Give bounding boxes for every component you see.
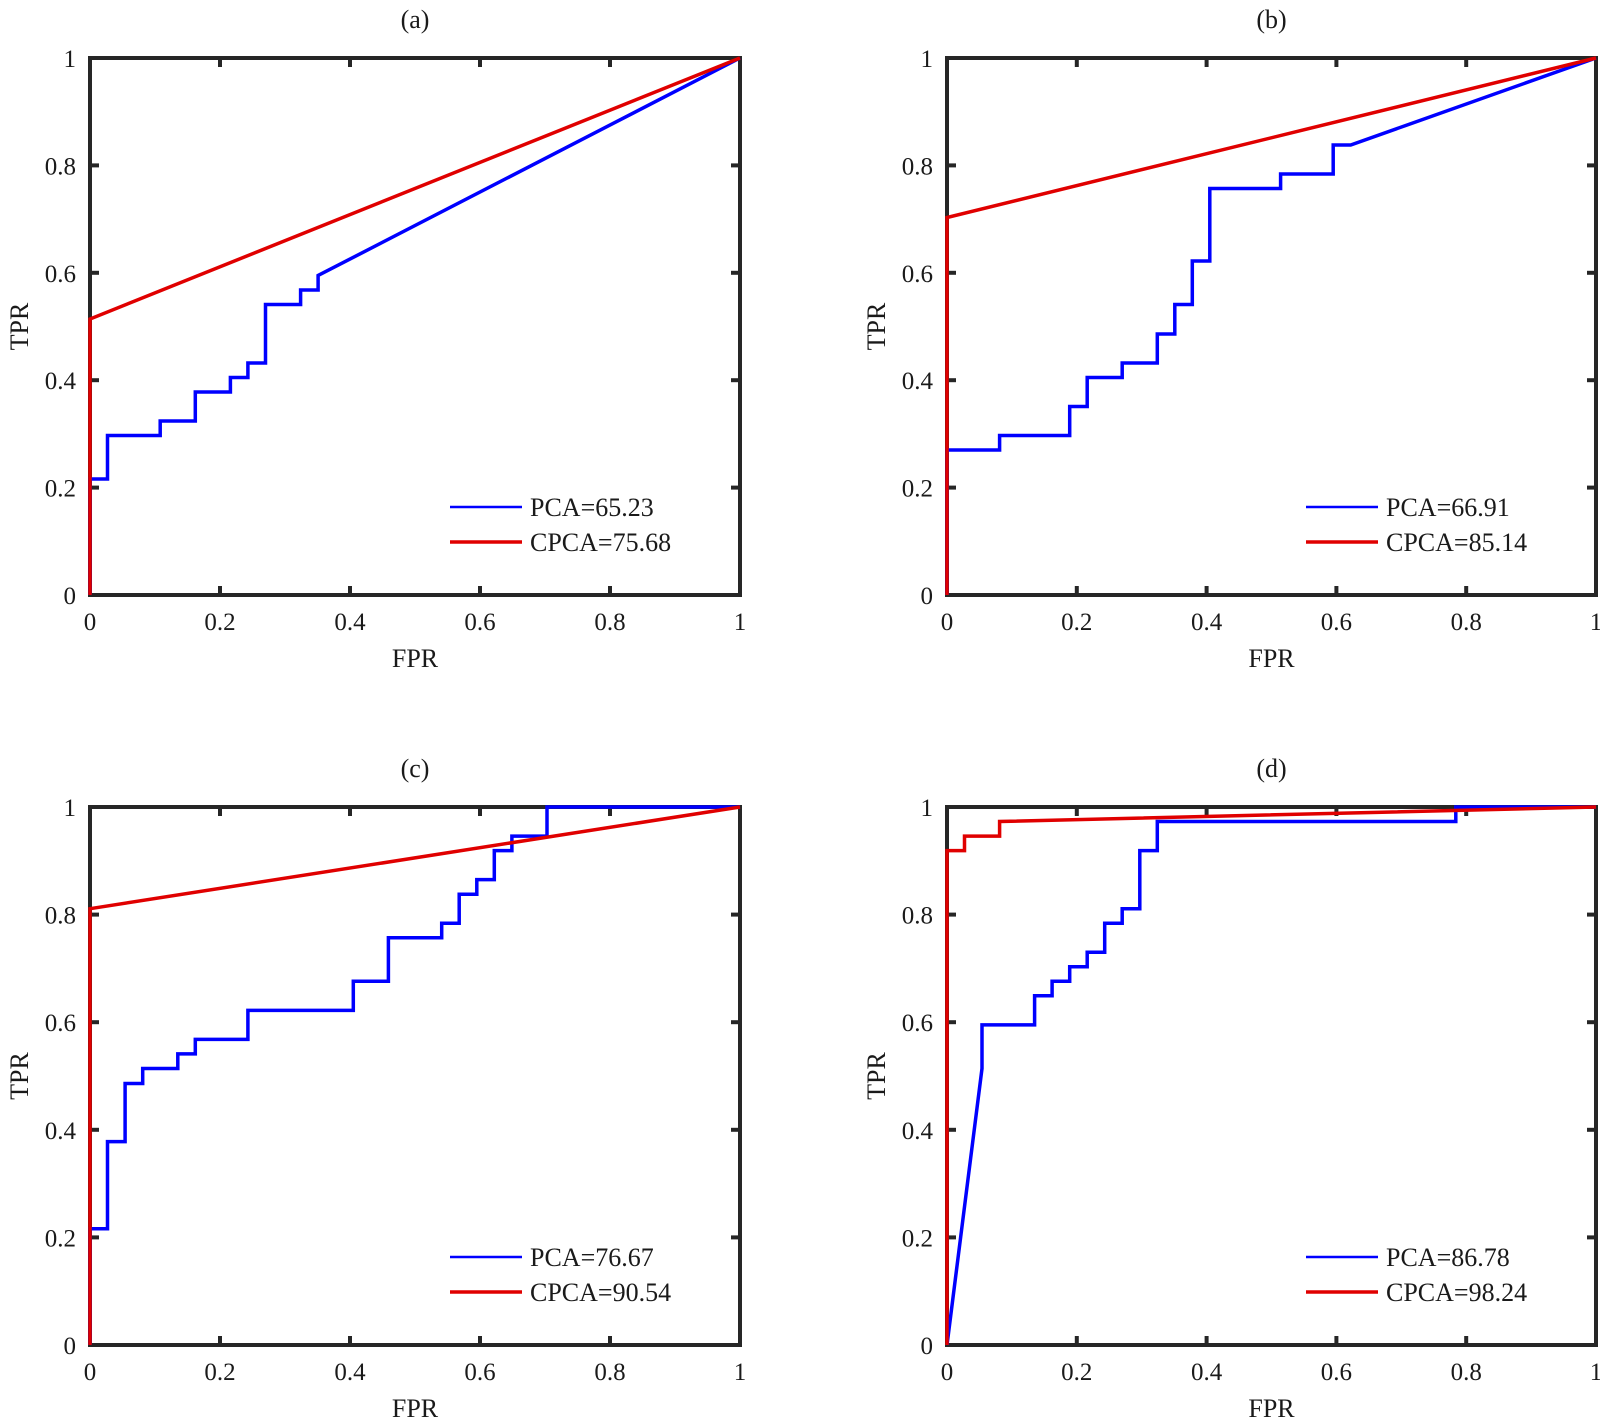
- y-tick-label: 0.6: [902, 261, 933, 288]
- y-tick-label: 0.8: [45, 153, 76, 180]
- x-tick-label: 0: [941, 1359, 954, 1386]
- x-tick-label: 0.6: [464, 1359, 495, 1386]
- roc-curve-cpca: [88, 805, 741, 1345]
- y-tick-label: 0.6: [45, 1010, 76, 1037]
- x-tick-label: 0.8: [1451, 1359, 1482, 1386]
- y-tick-label: 0: [64, 1333, 77, 1360]
- roc-curve-cpca: [88, 56, 741, 595]
- roc-curve-pca: [945, 805, 1596, 1346]
- x-tick-label: 1: [734, 609, 747, 636]
- x-tick-label: 0.4: [334, 1359, 366, 1386]
- legend-label-pca: PCA=66.91: [1386, 493, 1510, 522]
- legend: PCA=76.67 CPCA=90.54: [450, 1243, 671, 1307]
- y-tick-label: 0.6: [902, 1010, 933, 1037]
- x-tick-label: 0: [84, 609, 97, 636]
- roc-panel-a: (a) 0 0.2 0.4 0.6 0.8 1 0 0.2 0.4 0.6 0.8 1 FPR TPR PCA…: [5, 5, 746, 673]
- y-tick-label: 0.4: [45, 1118, 77, 1145]
- roc-panel-b: (b) 0 0.2 0.4 0.6 0.8 1 0 0.2 0.4 0.6 0.8 1 FPR TPR PCA…: [862, 5, 1600, 673]
- panel-title: (a): [401, 5, 430, 34]
- x-tick-label: 1: [1590, 1359, 1600, 1386]
- x-tick-label: 0: [84, 1359, 97, 1386]
- x-tick-label: 0.2: [1061, 609, 1092, 636]
- x-tick-label: 1: [1590, 609, 1600, 636]
- roc-panel-c: (c) 0 0.2 0.4 0.6 0.8 1 0 0.2 0.4 0.6 0.8 1 FPR TPR PCA…: [5, 754, 746, 1423]
- y-tick-label: 0.8: [902, 903, 933, 930]
- roc-curve-pca: [88, 805, 740, 1345]
- y-axis-label: TPR: [862, 302, 891, 350]
- y-axis-label: TPR: [5, 1052, 34, 1100]
- y-tick-label: 1: [921, 795, 934, 822]
- y-tick-label: 0.4: [902, 368, 934, 395]
- x-tick-label: 0.6: [1321, 1359, 1352, 1386]
- roc-curve-pca: [88, 56, 741, 595]
- legend: PCA=66.91 CPCA=85.14: [1306, 493, 1527, 557]
- x-tick-label: 0.4: [334, 609, 366, 636]
- x-tick-label: 0.4: [1191, 1359, 1223, 1386]
- x-tick-label: 0.8: [594, 1359, 625, 1386]
- y-tick-label: 0.2: [902, 1225, 933, 1252]
- legend-label-cpca: CPCA=75.68: [530, 528, 671, 557]
- y-tick-label: 0.8: [45, 903, 76, 930]
- legend-label-cpca: CPCA=90.54: [530, 1278, 671, 1307]
- x-tick-label: 0: [941, 609, 954, 636]
- legend-label-cpca: CPCA=98.24: [1386, 1278, 1527, 1307]
- roc-curve-cpca: [945, 805, 1597, 1345]
- y-tick-label: 0: [921, 1333, 934, 1360]
- x-tick-label: 0.6: [464, 609, 495, 636]
- y-axis-label: TPR: [5, 302, 34, 350]
- y-tick-label: 0.4: [45, 368, 77, 395]
- legend-label-cpca: CPCA=85.14: [1386, 528, 1527, 557]
- legend-label-pca: PCA=65.23: [530, 493, 654, 522]
- y-tick-label: 0.8: [902, 153, 933, 180]
- x-tick-label: 0.6: [1321, 609, 1352, 636]
- x-tick-label: 1: [734, 1359, 747, 1386]
- y-axis-label: TPR: [862, 1052, 891, 1100]
- y-tick-label: 0.6: [45, 261, 76, 288]
- panel-title: (c): [401, 754, 430, 783]
- y-tick-label: 0: [921, 583, 934, 610]
- x-tick-label: 0.8: [594, 609, 625, 636]
- x-tick-label: 0.2: [1061, 1359, 1092, 1386]
- legend: PCA=65.23 CPCA=75.68: [450, 493, 671, 557]
- y-tick-label: 1: [64, 795, 77, 822]
- x-tick-label: 0.2: [204, 609, 235, 636]
- panel-title: (d): [1256, 754, 1286, 783]
- x-tick-label: 0.2: [204, 1359, 235, 1386]
- y-tick-label: 0.2: [45, 476, 76, 503]
- roc-curve-cpca: [945, 56, 1597, 595]
- x-axis-label: FPR: [1248, 1394, 1295, 1423]
- roc-curve-pca: [945, 56, 1597, 595]
- legend: PCA=86.78 CPCA=98.24: [1306, 1243, 1527, 1307]
- legend-label-pca: PCA=86.78: [1386, 1243, 1510, 1272]
- y-tick-label: 0.2: [902, 476, 933, 503]
- x-tick-label: 0.4: [1191, 609, 1223, 636]
- y-tick-label: 1: [64, 46, 77, 73]
- roc-panel-d: (d) 0 0.2 0.4 0.6 0.8 1 0 0.2 0.4 0.6 0.8 1 FPR TPR PCA…: [862, 754, 1600, 1423]
- x-axis-label: FPR: [392, 644, 439, 673]
- x-axis-label: FPR: [392, 1394, 439, 1423]
- y-tick-label: 0.2: [45, 1225, 76, 1252]
- y-tick-label: 0.4: [902, 1118, 934, 1145]
- x-axis-label: FPR: [1248, 644, 1295, 673]
- y-tick-label: 0: [64, 583, 77, 610]
- y-tick-label: 1: [921, 46, 934, 73]
- legend-label-pca: PCA=76.67: [530, 1243, 654, 1272]
- panel-title: (b): [1256, 5, 1286, 34]
- x-tick-label: 0.8: [1451, 609, 1482, 636]
